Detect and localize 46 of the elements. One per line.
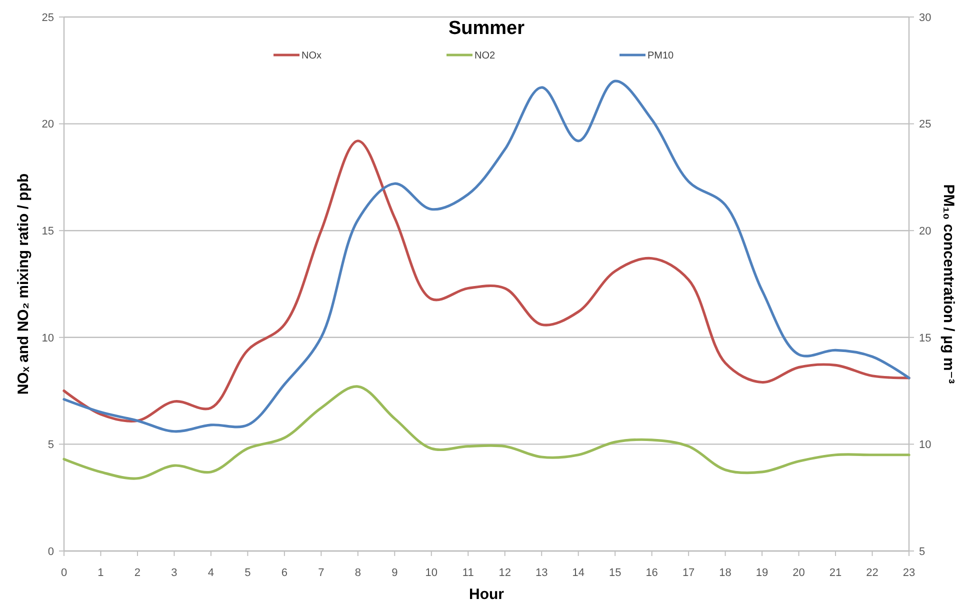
legend-label: PM10	[648, 50, 674, 62]
y-tick-label: 20	[42, 118, 54, 131]
chart-title: Summer	[448, 18, 526, 39]
y-tick-label: 10	[42, 332, 54, 344]
x-tick-label: 11	[462, 567, 474, 579]
x-tick-label: 16	[646, 567, 658, 579]
x-tick-label: 2	[134, 567, 141, 579]
x-tick-label: 5	[244, 567, 251, 579]
x-tick-label: 17	[682, 567, 695, 579]
y-tick-label: 15	[42, 225, 54, 238]
x-tick-label: 0	[60, 567, 68, 579]
y-tick-label: 0	[48, 546, 54, 558]
x-tick-label: 1	[98, 567, 104, 579]
x-tick-label: 14	[572, 567, 584, 579]
y2-tick-label: 15	[919, 332, 932, 344]
legend-label: NOx	[302, 50, 322, 62]
line-series	[62, 140, 910, 422]
x-tick-label: 22	[866, 567, 878, 579]
x-tick-label: 7	[318, 567, 324, 579]
x-tick-label: 23	[902, 567, 916, 579]
line-series	[62, 385, 910, 480]
x-tick-label: 18	[719, 567, 732, 579]
x-axis-title: Hour	[469, 586, 504, 603]
x-tick-label: 12	[498, 567, 511, 579]
x-tick-label: 21	[829, 567, 842, 579]
y2-tick-label: 10	[919, 439, 932, 452]
x-tick-label: 6	[281, 567, 288, 579]
y2-tick-label: 25	[919, 118, 932, 131]
y-axis-title: NOₓ and NO₂ mixing ratio / ppb	[15, 173, 32, 395]
x-tick-label: 8	[354, 567, 361, 579]
x-tick-label: 13	[535, 567, 548, 579]
y-tick-label: 5	[48, 439, 54, 452]
x-tick-label: 20	[792, 567, 805, 579]
x-tick-label: 10	[425, 567, 438, 579]
y2-axis-title: PM₁₀ concentration / µg m⁻³	[940, 184, 957, 384]
x-tick-label: 9	[392, 567, 398, 579]
y2-tick-label: 20	[919, 225, 932, 238]
line-series	[62, 80, 910, 433]
x-tick-label: 3	[171, 567, 178, 579]
x-tick-label: 4	[208, 567, 214, 579]
legend-label: NO2	[474, 50, 496, 62]
y2-tick-label: 5	[919, 546, 926, 558]
y2-tick-label: 30	[919, 12, 932, 24]
y-tick-label: 25	[42, 12, 54, 24]
x-tick-label: 19	[756, 567, 768, 579]
x-tick-label: 15	[608, 567, 622, 579]
